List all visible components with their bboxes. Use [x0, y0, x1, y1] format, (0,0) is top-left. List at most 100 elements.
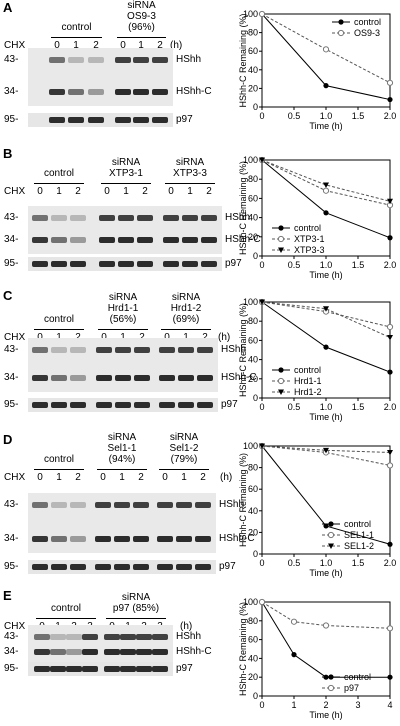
- band-label: HShh-C: [176, 86, 212, 97]
- y-tick-label: 60: [248, 484, 258, 494]
- data-point: [323, 523, 329, 529]
- legend-label: Hrd1-1: [294, 376, 322, 386]
- y-tick-label: 0: [253, 102, 258, 112]
- decay-chart-E: 0 20 40 60 80 100 0 1 2 3 4 Time (h) HShh-C Remainin…: [238, 597, 394, 720]
- band: [120, 649, 136, 655]
- mw-marker: 34-: [4, 234, 19, 245]
- band: [32, 237, 48, 243]
- band: [176, 564, 192, 570]
- band: [134, 347, 150, 353]
- data-point: [259, 299, 265, 305]
- group-header-line: (69%): [172, 314, 200, 325]
- band: [159, 375, 175, 381]
- band-label: p97: [219, 561, 236, 572]
- y-tick-label: 60: [248, 46, 258, 56]
- y-tick-label: 40: [248, 65, 258, 75]
- group-header-line: control: [43, 454, 74, 465]
- x-tick-label: 4: [387, 700, 392, 710]
- data-point: [278, 367, 284, 373]
- group-header-line: Hrd1-2: [170, 303, 202, 314]
- data-point: [328, 674, 334, 680]
- band: [95, 536, 111, 542]
- legend-label: control: [344, 672, 371, 682]
- band: [51, 215, 67, 221]
- x-tick-label: 0: [259, 700, 264, 710]
- x-tick-label: 3: [355, 700, 360, 710]
- data-point: [323, 447, 329, 454]
- time-point: 2: [202, 332, 208, 343]
- band: [152, 634, 168, 640]
- group-header-line: siRNA: [108, 292, 138, 303]
- band: [159, 347, 175, 353]
- band: [32, 402, 48, 408]
- band: [133, 564, 149, 570]
- data-point: [278, 247, 284, 253]
- band: [66, 634, 82, 640]
- band: [99, 215, 115, 221]
- y-tick-label: 100: [243, 155, 258, 165]
- band: [115, 402, 131, 408]
- time-point: 2: [138, 472, 144, 483]
- band: [163, 215, 179, 221]
- y-tick-label: 20: [248, 672, 258, 682]
- y-axis-label: HShh-C Remaining (%): [238, 13, 248, 107]
- blot-membrane: [28, 625, 173, 666]
- y-tick-label: 80: [248, 28, 258, 38]
- group-header-line: XTP3-1: [109, 168, 143, 179]
- data-point: [322, 622, 330, 629]
- band: [51, 502, 67, 508]
- x-tick-label: 2.0: [384, 402, 397, 412]
- band: [115, 347, 131, 353]
- series-XTP3-3: [259, 157, 393, 205]
- legend-label: control: [354, 17, 381, 27]
- western-blot: [28, 493, 216, 574]
- y-tick-label: 0: [253, 691, 258, 701]
- y-tick-label: 0: [253, 549, 258, 559]
- band: [201, 261, 217, 267]
- x-tick-label: 1.5: [352, 558, 365, 568]
- band-label: HShh-C: [225, 234, 261, 245]
- x-tick-label: 1.0: [320, 260, 333, 270]
- band: [178, 375, 194, 381]
- data-point: [277, 235, 285, 243]
- time-point: 1: [73, 40, 79, 51]
- group-header-line: OS9-3: [127, 11, 156, 22]
- band: [49, 89, 65, 95]
- series-line: [261, 301, 391, 338]
- data-point: [386, 625, 394, 632]
- x-axis-label: Time (h): [309, 270, 342, 280]
- band-label: p97: [221, 399, 238, 410]
- band: [70, 375, 86, 381]
- legend-label: XTP3-3: [294, 245, 325, 255]
- band: [50, 649, 66, 655]
- chx-label: CHX: [4, 332, 26, 343]
- series-line: [261, 601, 391, 629]
- group-underline: [36, 618, 96, 619]
- mw-marker: 43-: [4, 212, 19, 223]
- band: [163, 237, 179, 243]
- band: [136, 634, 152, 640]
- x-tick-label: 0.5: [288, 558, 301, 568]
- band: [51, 536, 67, 542]
- band: [104, 666, 120, 672]
- time-point: 0: [168, 186, 174, 197]
- decay-chart-D: 0 20 40 60 80 100 0 0.5 1.0 1.5 2.0 Time (h) HShh-C …: [238, 441, 396, 578]
- band: [134, 375, 150, 381]
- legend-entry: XTP3-3: [272, 245, 325, 255]
- band: [157, 536, 173, 542]
- time-point: 2: [75, 332, 81, 343]
- mw-marker: 34-: [4, 533, 19, 544]
- time-point: 0: [164, 332, 170, 343]
- x-tick-label: 1.5: [352, 260, 365, 270]
- band: [70, 347, 86, 353]
- group-header-line: (94%): [108, 454, 136, 465]
- y-tick-label: 0: [253, 393, 258, 403]
- band: [104, 634, 120, 640]
- y-tick-label: 60: [248, 335, 258, 345]
- band: [70, 261, 86, 267]
- band: [115, 117, 131, 123]
- legend-label: control: [294, 223, 321, 233]
- band: [68, 117, 84, 123]
- group-header-line: control: [43, 168, 74, 179]
